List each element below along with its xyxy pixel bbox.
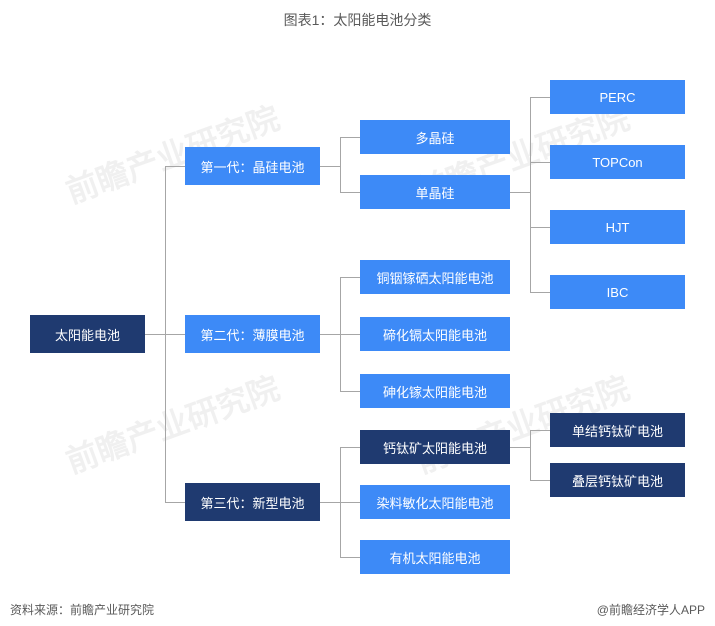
footer-brand: @前瞻经济学人APP bbox=[597, 601, 705, 618]
node-g2b: 碲化镉太阳能电池 bbox=[360, 317, 510, 351]
connector bbox=[320, 334, 340, 335]
chart-title: 图表1：太阳能电池分类 bbox=[0, 0, 715, 30]
connector bbox=[165, 166, 185, 167]
node-g1a: 多晶硅 bbox=[360, 120, 510, 154]
connector bbox=[340, 391, 360, 392]
connector bbox=[165, 334, 185, 335]
connector bbox=[340, 137, 341, 192]
node-g3: 第三代：新型电池 bbox=[185, 483, 320, 521]
node-g1: 第一代：晶硅电池 bbox=[185, 147, 320, 185]
connector bbox=[340, 447, 360, 448]
connector bbox=[510, 447, 530, 448]
node-root: 太阳能电池 bbox=[30, 315, 145, 353]
connector bbox=[530, 97, 531, 292]
node-g3c: 有机太阳能电池 bbox=[360, 540, 510, 574]
connector bbox=[530, 227, 550, 228]
node-p3: HJT bbox=[550, 210, 685, 244]
node-g2a: 铜铟镓硒太阳能电池 bbox=[360, 260, 510, 294]
connector bbox=[320, 502, 340, 503]
connector bbox=[165, 502, 185, 503]
connector bbox=[145, 334, 165, 335]
connector bbox=[340, 137, 360, 138]
node-g3b: 染料敏化太阳能电池 bbox=[360, 485, 510, 519]
node-g3a: 钙钛矿太阳能电池 bbox=[360, 430, 510, 464]
connector bbox=[510, 192, 530, 193]
connector bbox=[530, 430, 531, 480]
node-p4: IBC bbox=[550, 275, 685, 309]
connector bbox=[340, 557, 360, 558]
connector bbox=[530, 162, 550, 163]
node-p2: TOPCon bbox=[550, 145, 685, 179]
connector bbox=[340, 502, 360, 503]
node-g2c: 砷化镓太阳能电池 bbox=[360, 374, 510, 408]
watermark: 前瞻产业研究院 bbox=[59, 363, 285, 483]
footer-source: 资料来源：前瞻产业研究院 bbox=[10, 601, 154, 618]
node-g1b: 单晶硅 bbox=[360, 175, 510, 209]
connector bbox=[530, 430, 550, 431]
node-g2: 第二代：薄膜电池 bbox=[185, 315, 320, 353]
node-q1: 单结钙钛矿电池 bbox=[550, 413, 685, 447]
node-q2: 叠层钙钛矿电池 bbox=[550, 463, 685, 497]
connector bbox=[340, 277, 360, 278]
connector bbox=[530, 292, 550, 293]
connector bbox=[530, 480, 550, 481]
connector bbox=[320, 166, 340, 167]
connector bbox=[530, 97, 550, 98]
connector bbox=[340, 192, 360, 193]
connector bbox=[340, 334, 360, 335]
node-p1: PERC bbox=[550, 80, 685, 114]
